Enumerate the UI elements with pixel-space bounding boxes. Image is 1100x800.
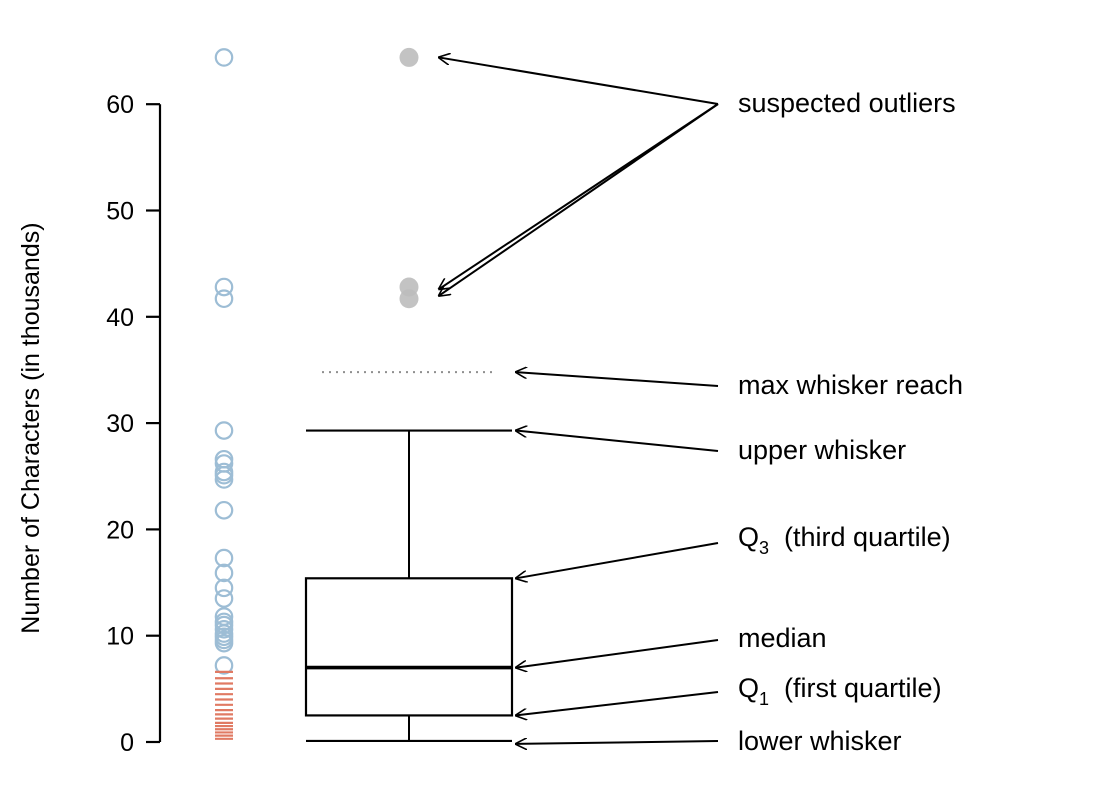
label-q3-subscript: 3 (759, 538, 769, 558)
y-tick-label: 60 (106, 91, 134, 119)
label-max-whisker-reach: max whisker reach (738, 370, 963, 400)
raw-point (214, 48, 234, 67)
label-lower-whisker: lower whisker (738, 726, 902, 756)
annotation-arrow (439, 57, 719, 105)
label-q3-rest: (third quartile) (769, 522, 951, 552)
raw-point (214, 633, 234, 653)
raw-point (214, 470, 234, 489)
outlier-point (399, 289, 419, 309)
label-q1-rest: (first quartile) (769, 673, 942, 703)
annotation-arrow (516, 691, 719, 715)
label-q1: Q1 (first quartile) (738, 673, 942, 709)
raw-point (214, 277, 234, 297)
raw-point (214, 589, 234, 608)
raw-point (214, 563, 234, 583)
y-axis: 0 10 20 30 40 50 60 Number of Characters (in th… (17, 91, 162, 757)
raw-point (214, 578, 234, 598)
box-plot (304, 47, 514, 743)
outlier-point (399, 47, 419, 67)
label-q1-subscript: 1 (759, 689, 769, 709)
y-tick-label: 30 (106, 410, 134, 438)
raw-point (214, 656, 234, 675)
y-tick-label: 20 (106, 516, 134, 544)
label-upper-whisker: upper whisker (738, 435, 906, 465)
annotations: suspected outliers max whisker reach upper… (439, 57, 963, 756)
label-q3: Q3 (third quartile) (738, 522, 951, 558)
iqr-box (304, 577, 514, 717)
raw-point (214, 548, 234, 568)
y-tick-label: 40 (106, 304, 134, 332)
y-tick-label: 50 (106, 198, 134, 226)
label-suspected-outliers: suspected outliers (738, 88, 956, 118)
label-q3-q: Q (738, 522, 759, 552)
annotation-arrow (516, 741, 719, 744)
y-tick-label: 0 (120, 729, 134, 757)
annotation-arrow (516, 431, 719, 452)
label-median: median (738, 623, 827, 653)
raw-point (214, 500, 234, 520)
label-q1-q: Q (738, 673, 759, 703)
raw-point (214, 421, 234, 440)
y-tick-label: 10 (106, 623, 134, 651)
annotation-arrow (516, 542, 719, 578)
annotation-arrow (516, 372, 719, 387)
y-axis-title: Number of Characters (in thousands) (17, 222, 45, 633)
annotation-arrow (439, 103, 719, 296)
raw-data-points (214, 48, 234, 740)
annotation-arrow (516, 639, 719, 668)
raw-point (214, 289, 234, 309)
